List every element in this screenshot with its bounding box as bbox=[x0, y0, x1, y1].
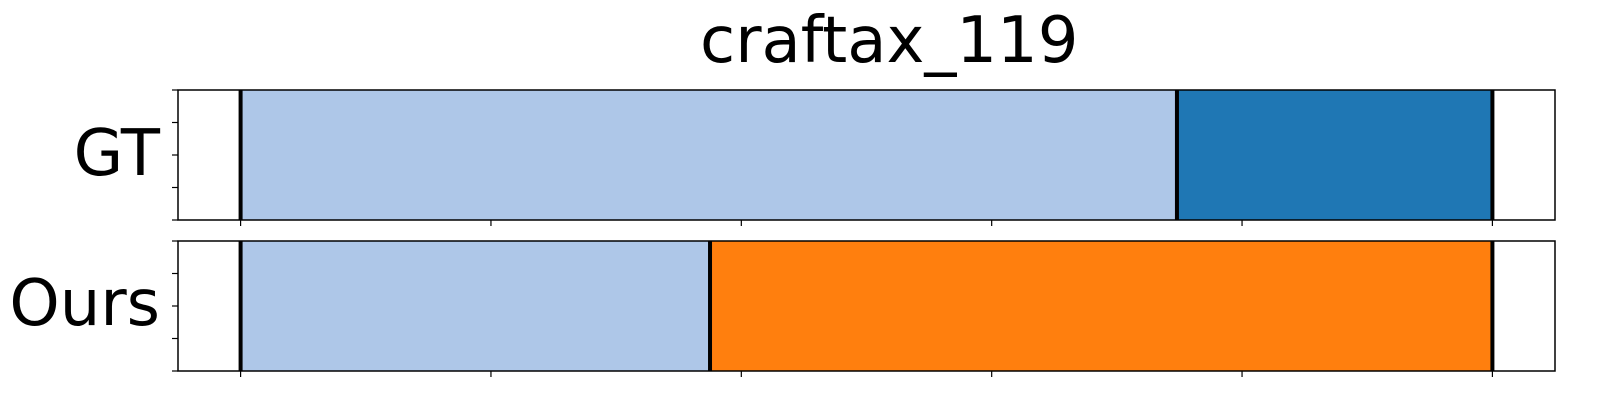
segment-ours-0 bbox=[240, 241, 711, 371]
segment-ours-1 bbox=[710, 241, 1493, 371]
segment-gt-0 bbox=[240, 90, 1177, 220]
row-label-gt: GT bbox=[73, 117, 160, 191]
row-label-ours: Ours bbox=[9, 267, 160, 341]
segment-gt-1 bbox=[1176, 90, 1493, 220]
chart-title: craftax_119 bbox=[700, 4, 1079, 78]
